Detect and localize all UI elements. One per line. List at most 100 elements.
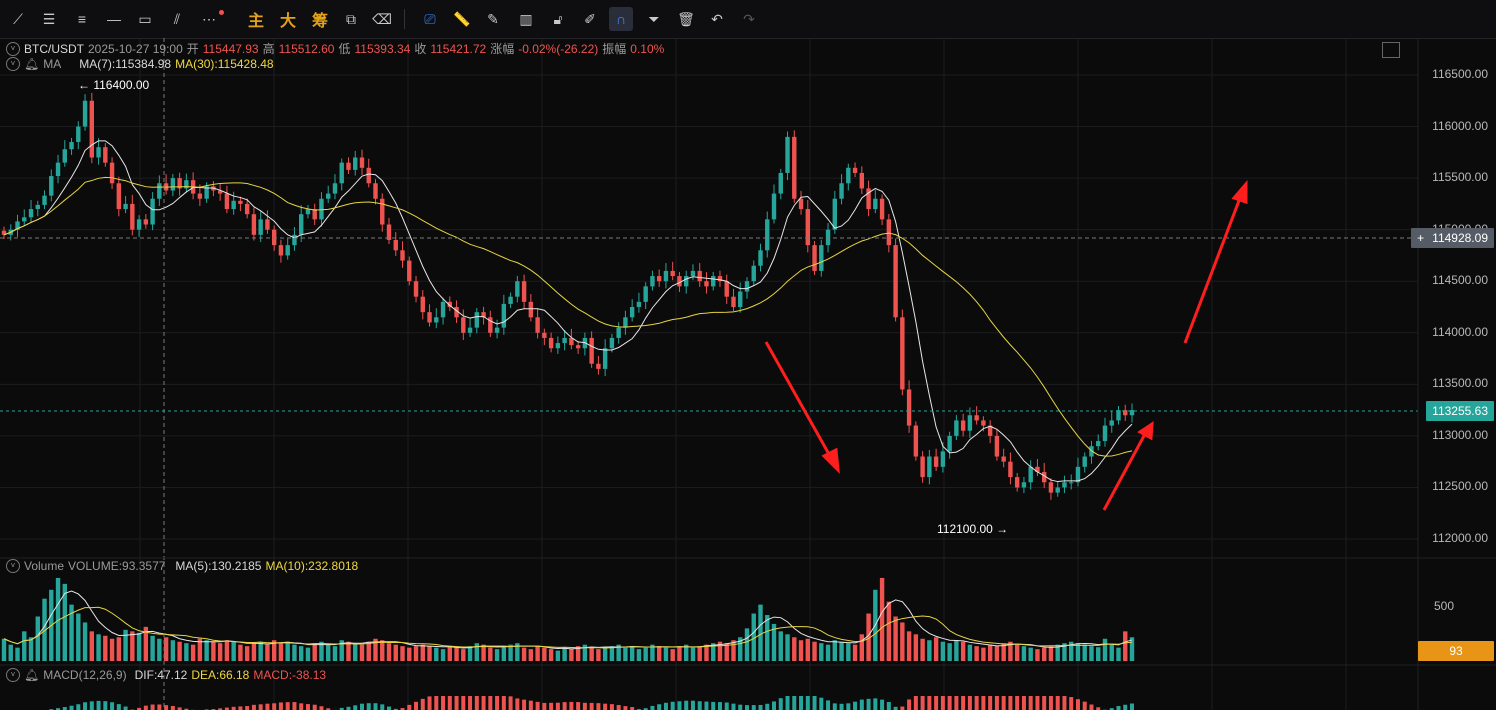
candle-body <box>1116 410 1121 421</box>
macd-bar <box>562 702 567 710</box>
candle-body <box>650 276 655 287</box>
horizontal-lines-icon[interactable]: ☰ <box>42 10 56 27</box>
candle-body <box>454 307 459 318</box>
macd-bar <box>934 696 939 710</box>
macd-bar <box>826 700 831 710</box>
lock-icon[interactable]: 🔓︎ <box>553 10 563 27</box>
trend-line-icon[interactable]: ⟋ <box>13 10 23 27</box>
measure-icon[interactable]: 📏 <box>453 10 471 27</box>
notification-dot-icon <box>219 10 224 15</box>
candle-body <box>130 203 135 230</box>
macd-bar <box>137 707 142 710</box>
candle-body <box>893 245 898 318</box>
volume-bar <box>1001 643 1006 661</box>
macd-bar <box>488 696 493 710</box>
delete-icon[interactable]: 🗑︎ <box>677 10 695 27</box>
macd-bar <box>1035 696 1040 710</box>
filter-icon[interactable]: ⏷ <box>648 10 660 27</box>
fullscreen-icon[interactable] <box>1382 42 1400 58</box>
candle-body <box>366 167 371 184</box>
volume-bar <box>542 647 547 661</box>
volume-bar <box>521 647 527 661</box>
candles-icon[interactable]: ▥ <box>519 10 533 27</box>
rectangle-icon[interactable]: ▭ <box>138 10 152 27</box>
change-label: 涨幅 <box>490 42 515 56</box>
volume-bar <box>373 638 378 661</box>
macd-bar <box>535 701 540 710</box>
ma30-value: MA(30):115428.48 <box>175 57 274 71</box>
macd-bar <box>819 697 824 710</box>
collapse-chevron-icon[interactable]: ˅ <box>6 668 20 682</box>
candle-body <box>427 312 432 323</box>
candle-body <box>508 296 513 304</box>
pencil-icon[interactable]: ✎ <box>487 10 499 27</box>
volume-bar <box>292 644 297 661</box>
volume-bar <box>481 644 486 661</box>
macd-bar <box>846 703 851 710</box>
volume-bar <box>359 644 365 661</box>
macd-bar <box>954 696 959 710</box>
bell-icon[interactable]: 🔔︎ <box>24 668 40 682</box>
ma-legend: ˅ 🔔︎ MA MA(7):115384.98 MA(30):115428.48 <box>6 57 274 71</box>
collapse-chevron-icon[interactable]: ˅ <box>6 57 20 71</box>
candle-body <box>103 147 108 163</box>
candle-body <box>528 301 534 318</box>
macd-bar <box>549 702 554 710</box>
last-price: 113255.63 <box>1432 404 1488 418</box>
main-chart-button[interactable]: 主 <box>247 13 264 30</box>
ma7-line <box>3 140 1133 483</box>
symbol-label: BTC/USDT <box>24 41 84 56</box>
large-order-button[interactable]: 大 <box>279 13 296 30</box>
volume-bar <box>109 638 115 661</box>
collapse-chevron-icon[interactable]: ˅ <box>6 559 20 573</box>
macd-bar <box>670 701 675 710</box>
price-axis-label: 114500.00 <box>1432 273 1488 288</box>
volume-bar <box>1035 649 1040 661</box>
parallel-lines-icon[interactable]: ≡ <box>77 11 87 27</box>
volume-bar <box>82 622 88 661</box>
candle-body <box>825 229 831 246</box>
candle-body <box>812 245 817 271</box>
horizontal-ray-icon[interactable]: — <box>107 11 121 27</box>
snapshot-icon[interactable]: ⎚ <box>424 10 436 27</box>
undo-icon[interactable]: ↶ <box>711 10 723 27</box>
add-alert-icon[interactable]: + <box>1417 231 1425 245</box>
volume-bar <box>285 641 290 661</box>
price-chart[interactable] <box>0 38 1496 710</box>
collapse-chevron-icon[interactable]: ˅ <box>6 41 20 56</box>
eraser-icon[interactable]: ⌫ <box>372 10 392 27</box>
macd-bar <box>988 696 993 710</box>
candle-body <box>231 200 236 210</box>
candle-body <box>873 198 878 210</box>
volume-bar <box>163 637 169 661</box>
macd-bar <box>346 706 351 710</box>
fib-icon[interactable]: ⫽ <box>173 10 181 27</box>
chips-button[interactable]: 筹 <box>311 13 328 30</box>
note-icon[interactable]: ✐ <box>584 10 596 27</box>
template-icon[interactable]: ⧉ <box>346 10 356 27</box>
macd-bar <box>711 701 716 710</box>
macd-bar <box>758 704 763 710</box>
volume-bar <box>447 646 452 661</box>
macd-bar <box>1021 696 1026 710</box>
macd-bar <box>569 701 574 710</box>
magnet-icon[interactable]: ∩ <box>609 7 633 31</box>
volume-bar <box>906 631 912 661</box>
macd-bar <box>913 696 918 710</box>
macd-bar <box>103 701 108 710</box>
volume-bar <box>177 641 182 661</box>
macd-bar <box>150 704 155 710</box>
redo-icon[interactable]: ↷ <box>743 10 755 27</box>
bell-icon[interactable]: 🔔︎ <box>24 57 40 71</box>
volume-bar <box>15 647 20 661</box>
volume-bar <box>346 641 351 661</box>
volume-bar <box>879 577 885 661</box>
candle-body <box>744 281 750 292</box>
price-axis-label: 113000.00 <box>1432 427 1488 442</box>
candle-body <box>616 327 621 338</box>
candle-body <box>569 337 574 346</box>
volume-bar <box>960 641 966 661</box>
candle-body <box>1123 410 1128 416</box>
more-icon[interactable]: ⋯ <box>202 10 216 27</box>
volume-bar <box>1075 643 1081 661</box>
